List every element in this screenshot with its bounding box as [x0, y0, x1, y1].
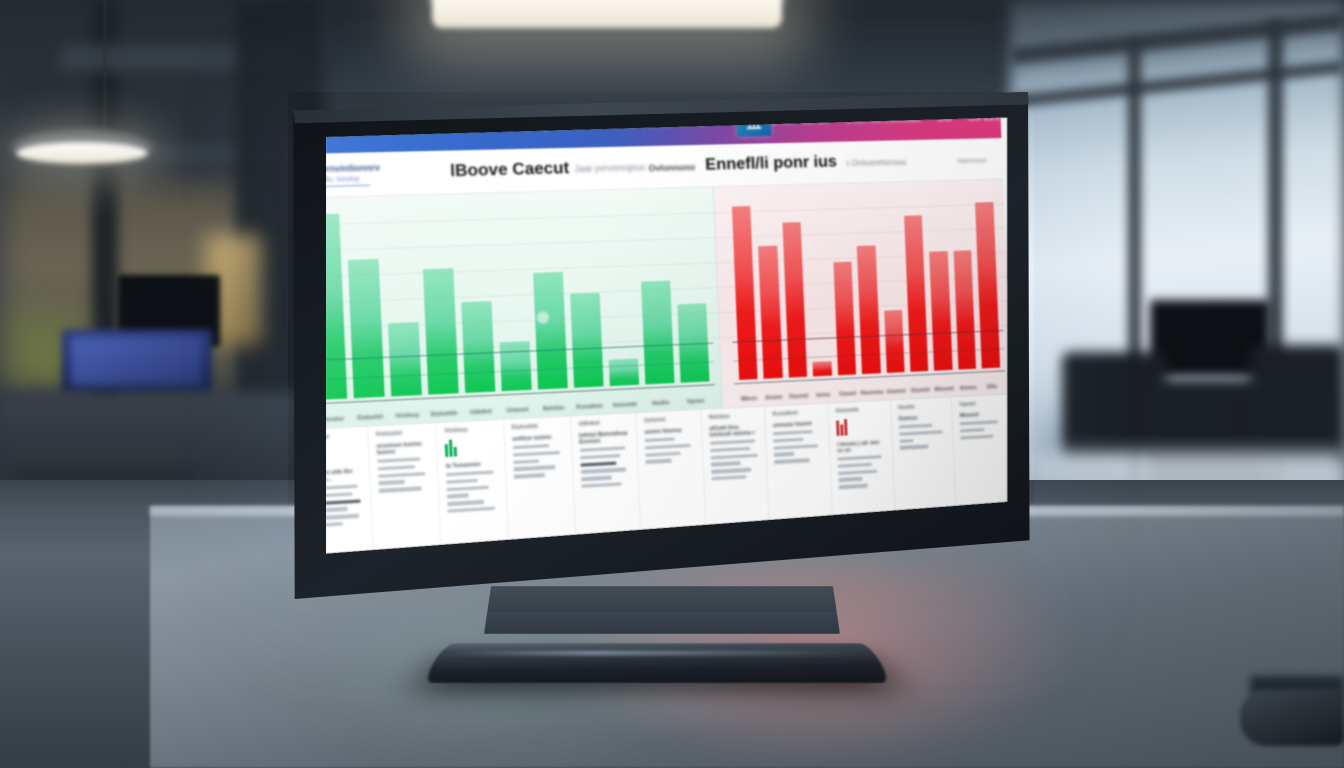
bar[interactable] — [953, 249, 977, 370]
dashboard-app: Insyvk Vvroktoronno Ikkro ecvvqui Holli … — [322, 117, 1008, 554]
red-bars — [728, 188, 1003, 380]
column-title: lofvtul Bulvndvua Euvnon — [578, 430, 628, 446]
charts-row: Reostur Kiotunlvl Vriolouy Elylunhle Udi… — [322, 179, 1008, 430]
column-title: unnuou lounvr — [773, 420, 813, 430]
ceiling-lamp — [432, 0, 782, 28]
x-tick: Udinkvt — [470, 408, 492, 417]
bar[interactable] — [532, 271, 568, 390]
column-title: vKluhl lino, lvloloull vtonnu r — [709, 424, 755, 439]
bar[interactable] — [499, 340, 532, 392]
subheader-rule — [326, 184, 370, 188]
column-title: Viuhurt uhk lhv nvFl u... — [322, 468, 353, 484]
subheader-far-note: Homnovr — [957, 155, 988, 166]
column-header: Uvlonnt — [643, 416, 666, 425]
red-bar-chart: Mlecu Anvnn Ouvnot Iorno Ciovnl Huornou … — [713, 179, 1008, 408]
column-header: Reostur — [326, 432, 361, 442]
column-header: Elylunhle — [511, 423, 539, 432]
bar[interactable] — [569, 292, 604, 388]
bar[interactable] — [904, 215, 929, 372]
green-chart-title: lBoove Caecut — [449, 159, 570, 181]
green-chart-subtitle: Jaai yvrvonrqouc — [574, 161, 646, 175]
x-tick: Annou — [959, 384, 977, 392]
gear-icon[interactable] — [991, 542, 1001, 553]
x-tick: Kuvoktvn — [576, 403, 603, 411]
column-header: Nolvlon — [708, 413, 730, 421]
column-header: Voutto — [897, 404, 915, 412]
x-tick: Mnovnt — [934, 386, 955, 394]
bar-sparkline-icon — [836, 419, 848, 437]
x-tick: Efio — [986, 383, 998, 391]
red-chart-note: t Onlvonrtocouu — [846, 156, 907, 169]
x-tick: Mlecu — [740, 395, 758, 403]
subheader-left: Pvviornvinlionnrv Elolutddlu. lunuluy — [322, 160, 442, 188]
pendant-lamp — [16, 142, 148, 164]
x-tick: Kiotunlvl — [356, 414, 384, 422]
x-tick: Vpoen — [686, 398, 705, 406]
column-title: ocunnuo konno luonnr — [376, 441, 422, 457]
column-header: Kiotunlvl — [375, 430, 402, 439]
bar[interactable] — [422, 267, 459, 395]
column-header: Vriolouy — [444, 427, 469, 435]
bar[interactable] — [387, 322, 422, 397]
monitor-neck — [484, 586, 840, 634]
x-tick: Iorno — [816, 392, 831, 399]
screen-content: Insyvk Vvroktoronno Ikkro ecvvqui Holli … — [322, 117, 1008, 554]
x-tick: Nolvlon — [542, 405, 565, 413]
column-header: Innoonte — [835, 407, 860, 415]
x-tick: Reostur — [322, 415, 345, 424]
x-tick: Voutto — [651, 400, 670, 408]
bar[interactable] — [640, 280, 675, 385]
x-tick: Ciovnl — [839, 390, 857, 398]
bar[interactable] — [812, 360, 832, 377]
x-tick: Anvnn — [765, 394, 783, 402]
office-chair — [1250, 345, 1344, 465]
desktop-monitor: Insyvk Vvroktoronno Ikkro ecvvqui Holli … — [288, 92, 1034, 683]
x-tick: Ouvnot — [788, 393, 809, 401]
column-header: Vpoen — [959, 401, 976, 409]
bar[interactable] — [975, 202, 1001, 369]
subheader-right: Ovlonnono Ennefl/li ponr ius t Onlvonrto… — [648, 149, 991, 176]
bar[interactable] — [608, 358, 639, 387]
x-tick: Vriolouy — [395, 412, 420, 420]
column-header: Kuvoktvn — [772, 410, 799, 418]
x-tick: Elylunhle — [430, 410, 458, 419]
lamp-cord — [104, 0, 106, 140]
status-dot-icon — [958, 546, 967, 554]
bar[interactable] — [929, 250, 953, 371]
column-header: Udinkvt — [578, 420, 600, 428]
column-title: unhluo ounno — [512, 434, 552, 443]
red-chart-prelabel: Ovlonnono — [648, 161, 696, 174]
bar[interactable] — [782, 222, 808, 378]
bar-sparkline-icon — [444, 439, 457, 458]
column-title: uvnnv klunnu — [644, 427, 682, 436]
bar[interactable] — [461, 300, 496, 393]
x-tick: Huornou — [860, 389, 884, 397]
x-tick: Uvlonnt — [506, 406, 529, 415]
column-title: l hnvnu j ulr onv rn vn — [837, 439, 880, 455]
background-laptop-screen — [70, 336, 202, 386]
bar[interactable] — [883, 310, 905, 373]
computer-mouse — [1240, 690, 1344, 746]
bar[interactable] — [731, 205, 758, 380]
subheader-subtitle: Elolutddlu. lunuluy — [322, 174, 360, 185]
monitor-base-highlight — [446, 650, 860, 656]
x-tick: Ouonvt — [910, 387, 930, 395]
bar[interactable] — [832, 261, 857, 376]
x-tick: Innoonte — [612, 401, 638, 410]
monitor-screen: Insyvk Vvroktoronno Ikkro ecvvqui Holli … — [322, 117, 1008, 554]
green-bar-chart: Reostur Kiotunlvl Vriolouy Elylunhle Udi… — [322, 187, 723, 430]
red-chart-title: Ennefl/li ponr ius — [704, 153, 838, 174]
column-title: Monnvt — [959, 412, 979, 420]
subheader-kicker: Pvviornvinlionnrv — [322, 161, 381, 175]
monitor-base — [421, 643, 893, 683]
column-title: la Tununnov — [445, 461, 481, 470]
x-tick: Uonvnr — [886, 388, 906, 396]
column-title: Oulnou — [898, 415, 918, 423]
